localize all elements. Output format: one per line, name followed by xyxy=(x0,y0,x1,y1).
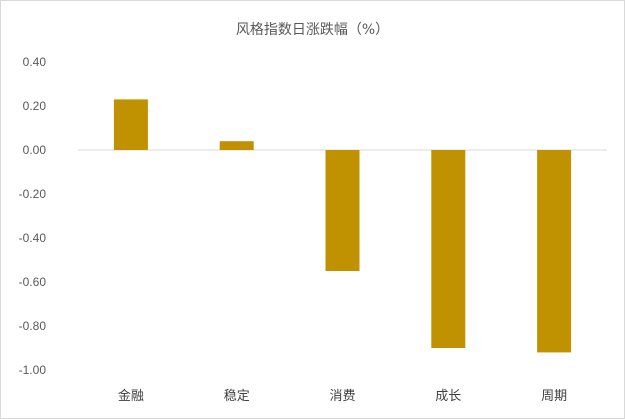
bars xyxy=(113,99,572,353)
y-tick-label: -0.20 xyxy=(19,187,47,201)
x-axis-labels: 金融 稳定 消费 成长 周期 xyxy=(118,388,567,404)
bar-1 xyxy=(219,141,254,150)
y-axis-ticks: 0.40 0.20 0.00 -0.20 -0.40 -0.60 -0.80 -1.00 xyxy=(19,55,47,377)
y-tick-label: 0.40 xyxy=(23,55,47,69)
bar-4 xyxy=(537,150,572,353)
y-tick-label: 0.00 xyxy=(23,143,47,157)
bar-0 xyxy=(113,99,148,150)
y-tick-label: 0.20 xyxy=(23,99,47,113)
chart-title: 风格指数日涨跌幅（%） xyxy=(236,22,389,38)
x-category-label: 成长 xyxy=(435,389,461,404)
x-category-label: 消费 xyxy=(329,389,355,404)
y-tick-label: -0.60 xyxy=(19,275,47,289)
bar-2 xyxy=(325,150,360,271)
y-tick-label: -1.00 xyxy=(19,363,47,377)
bar-3 xyxy=(431,150,466,348)
x-category-label: 金融 xyxy=(118,388,144,404)
x-category-label: 稳定 xyxy=(224,388,250,404)
y-tick-label: -0.80 xyxy=(19,319,47,333)
y-tick-label: -0.40 xyxy=(19,231,47,245)
x-category-label: 周期 xyxy=(541,389,567,404)
